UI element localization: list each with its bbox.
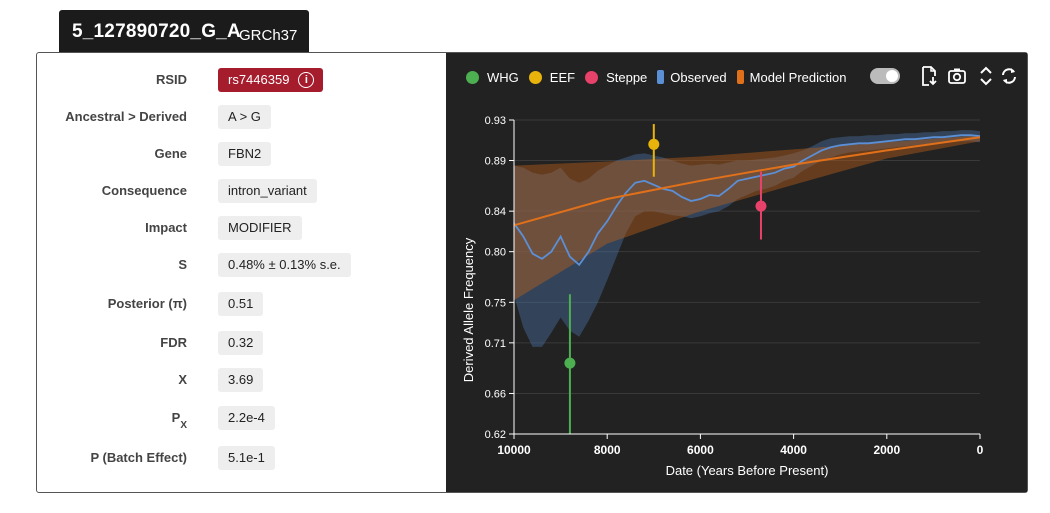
y-axis-label: Derived Allele Frequency bbox=[461, 237, 476, 382]
info-row-px: PX 2.2e-4 bbox=[37, 406, 445, 432]
steppe-point bbox=[755, 200, 767, 212]
y-tick-label: 0.71 bbox=[485, 338, 506, 350]
legend-item-model-prediction[interactable]: Model Prediction bbox=[736, 69, 847, 85]
info-label-sub: X bbox=[180, 419, 187, 431]
info-value: 3.69 bbox=[218, 368, 264, 392]
y-tick-label: 0.80 bbox=[485, 247, 506, 259]
legend-item-whg[interactable]: WHG bbox=[466, 70, 519, 85]
x-tick-label: 0 bbox=[977, 443, 984, 457]
info-row-fdr: FDR 0.32 bbox=[37, 331, 445, 357]
info-label: S bbox=[178, 257, 187, 272]
info-label: Gene bbox=[154, 146, 187, 161]
allele-frequency-chart: 0.62 0.66 0.71 0.75 0.80 0.84 0.89 0.93 10000 800… bbox=[461, 115, 984, 478]
model-swatch-icon bbox=[736, 70, 744, 84]
info-row-rsid: RSID rs7446359 i bbox=[37, 68, 445, 94]
info-label: Ancestral > Derived bbox=[65, 109, 187, 124]
legend-label: Model Prediction bbox=[749, 69, 847, 85]
y-tick-label: 0.84 bbox=[485, 206, 506, 218]
steppe-dot-icon bbox=[585, 70, 599, 84]
info-label-main: P bbox=[171, 410, 181, 425]
info-value: MODIFIER bbox=[218, 216, 302, 240]
model-prediction-line bbox=[513, 136, 981, 227]
info-row-ancestral-derived: Ancestral > Derived A > G bbox=[37, 105, 445, 131]
info-label: X bbox=[178, 372, 187, 387]
variant-card: RSID rs7446359 i Ancestral > Derived A >… bbox=[36, 52, 1028, 493]
variant-tab[interactable]: 5_127890720_G_A GRCh37 bbox=[59, 10, 309, 52]
chart-panel: WHG EEF Steppe Observed Model Prediction bbox=[446, 53, 1027, 492]
info-value: 0.32 bbox=[218, 331, 264, 355]
whg-point bbox=[564, 357, 576, 369]
model-confidence-band bbox=[514, 135, 980, 301]
rsid-badge[interactable]: rs7446359 i bbox=[218, 68, 324, 92]
legend-label: Steppe bbox=[606, 69, 648, 85]
legend-label: WHG bbox=[487, 69, 519, 85]
observed-swatch-icon bbox=[657, 70, 665, 84]
observed-line bbox=[513, 134, 981, 267]
toggle-knob bbox=[886, 70, 898, 82]
expand-vertical-icon[interactable] bbox=[977, 66, 995, 86]
info-table: RSID rs7446359 i Ancestral > Derived A >… bbox=[37, 53, 445, 492]
y-tick-label: 0.62 bbox=[485, 429, 506, 441]
info-value: intron_variant bbox=[218, 179, 317, 203]
info-row-impact: Impact MODIFIER bbox=[37, 216, 445, 242]
y-tick-label: 0.89 bbox=[485, 156, 506, 168]
x-axis-label: Date (Years Before Present) bbox=[666, 463, 829, 478]
legend-label: EEF bbox=[549, 69, 576, 85]
info-label: Impact bbox=[145, 220, 187, 235]
info-label: RSID bbox=[155, 72, 187, 87]
info-row-gene: Gene FBN2 bbox=[37, 142, 445, 168]
camera-icon[interactable] bbox=[948, 66, 966, 86]
y-tick-label: 0.66 bbox=[485, 388, 506, 400]
legend-item-observed[interactable]: Observed bbox=[657, 69, 727, 85]
info-row-s: S 0.48% ± 0.13% s.e. bbox=[37, 253, 445, 279]
info-circle-icon[interactable]: i bbox=[298, 72, 315, 88]
info-label: Posterior (π) bbox=[107, 296, 187, 311]
x-tick-label: 10000 bbox=[497, 443, 531, 457]
download-data-icon[interactable] bbox=[920, 66, 938, 86]
variant-id: 5_127890720_G_A bbox=[72, 21, 241, 42]
info-value: 0.48% ± 0.13% s.e. bbox=[218, 253, 351, 277]
info-value: 5.1e-1 bbox=[218, 446, 275, 470]
eef-dot-icon bbox=[528, 70, 542, 84]
x-tick-label: 8000 bbox=[594, 443, 621, 457]
chart-toggle[interactable] bbox=[870, 68, 900, 84]
legend-item-eef[interactable]: EEF bbox=[528, 69, 576, 85]
info-label: P (Batch Effect) bbox=[90, 450, 187, 465]
genome-build: GRCh37 bbox=[239, 27, 298, 44]
info-label: Consequence bbox=[101, 183, 187, 198]
info-label: FDR bbox=[160, 335, 187, 350]
refresh-icon[interactable] bbox=[1000, 66, 1018, 86]
x-tick-label: 2000 bbox=[873, 443, 900, 457]
info-row-x: X 3.69 bbox=[37, 368, 445, 394]
eef-point bbox=[648, 138, 660, 150]
legend-item-steppe[interactable]: Steppe bbox=[585, 70, 647, 85]
info-label: PX bbox=[171, 410, 187, 431]
info-value: 2.2e-4 bbox=[218, 406, 275, 430]
info-row-consequence: Consequence intron_variant bbox=[37, 179, 445, 205]
y-tick-label: 0.93 bbox=[485, 115, 506, 127]
info-value: A > G bbox=[218, 105, 271, 129]
info-value: FBN2 bbox=[218, 142, 272, 166]
x-tick-label: 4000 bbox=[780, 443, 807, 457]
x-tick-label: 6000 bbox=[687, 443, 714, 457]
rsid-value: rs7446359 bbox=[228, 72, 290, 87]
whg-dot-icon bbox=[466, 70, 479, 84]
info-value: 0.51 bbox=[218, 292, 264, 316]
observed-confidence-band bbox=[514, 130, 980, 347]
info-row-posterior: Posterior (π) 0.51 bbox=[37, 292, 445, 318]
legend-label: Observed bbox=[670, 69, 727, 85]
y-tick-label: 0.75 bbox=[485, 297, 506, 309]
chart-legend: WHG EEF Steppe Observed Model Prediction bbox=[466, 67, 856, 87]
info-row-batch-effect: P (Batch Effect) 5.1e-1 bbox=[37, 446, 445, 472]
